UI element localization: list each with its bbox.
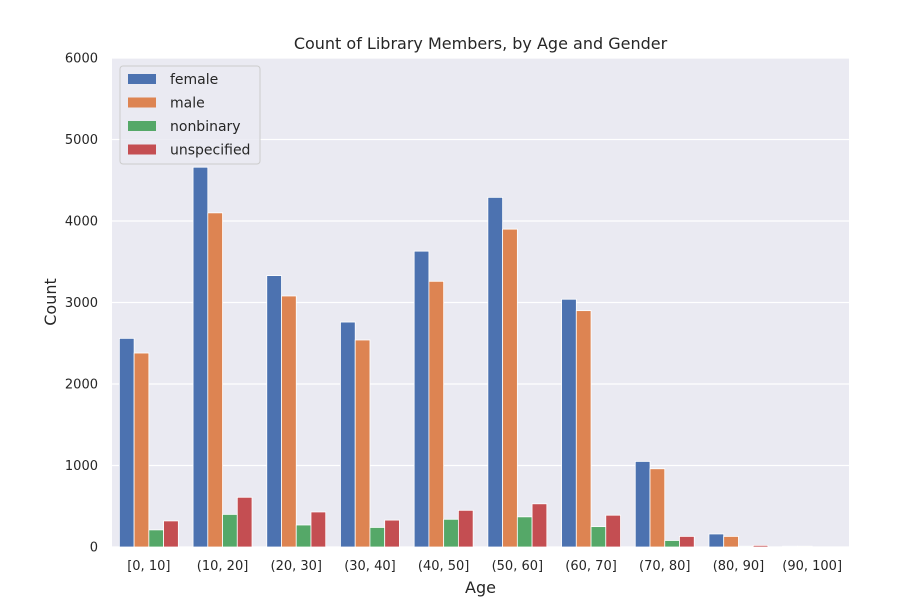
bar-unspecified-7 bbox=[679, 536, 695, 548]
x-tick-label: [0, 10] bbox=[127, 559, 170, 574]
bars bbox=[118, 166, 813, 548]
x-tick-label: (50, 60] bbox=[492, 559, 544, 574]
y-tick-label: 0 bbox=[90, 541, 98, 556]
bar-male-2 bbox=[281, 295, 297, 548]
legend-label-male: male bbox=[170, 96, 205, 112]
legend-swatch-female bbox=[128, 74, 156, 84]
bar-female-8 bbox=[708, 533, 725, 548]
bar-male-3 bbox=[354, 339, 371, 548]
legend-swatch-male bbox=[128, 97, 156, 108]
legend-label-unspecified: unspecified bbox=[170, 143, 250, 159]
bar-nonbinary-8 bbox=[738, 545, 754, 548]
bar-unspecified-1 bbox=[236, 496, 253, 548]
bar-unspecified-8 bbox=[752, 544, 769, 548]
x-tick-label: (90, 100] bbox=[782, 559, 842, 574]
bar-unspecified-4 bbox=[457, 509, 474, 548]
bar-male-0 bbox=[133, 352, 150, 548]
y-axis-label: Count bbox=[41, 278, 60, 326]
bar-male-8 bbox=[723, 536, 739, 548]
bar-unspecified-0 bbox=[163, 520, 179, 548]
y-tick-label: 4000 bbox=[65, 215, 98, 230]
bar-female-6 bbox=[561, 298, 577, 548]
bar-female-1 bbox=[192, 166, 209, 548]
bar-nonbinary-2 bbox=[295, 524, 312, 548]
bar-female-7 bbox=[634, 461, 651, 548]
bar-unspecified-2 bbox=[310, 511, 327, 548]
x-tick-label: (40, 50] bbox=[418, 559, 470, 574]
bar-nonbinary-4 bbox=[443, 518, 459, 548]
legend-swatch-nonbinary bbox=[128, 121, 156, 131]
bar-nonbinary-1 bbox=[222, 514, 238, 548]
legend-frame bbox=[119, 65, 261, 165]
bar-male-6 bbox=[575, 310, 592, 548]
bar-nonbinary-5 bbox=[516, 516, 533, 548]
y-tick-label: 3000 bbox=[65, 296, 98, 311]
legend-swatch-unspecified bbox=[128, 144, 156, 155]
legend-label-nonbinary: nonbinary bbox=[170, 119, 241, 135]
bar-female-2 bbox=[266, 275, 282, 548]
x-tick-label: (30, 40] bbox=[344, 559, 396, 574]
x-tick-label: (70, 80] bbox=[639, 559, 691, 574]
bar-nonbinary-3 bbox=[369, 527, 386, 548]
bar-male-7 bbox=[649, 468, 666, 548]
bar-female-0 bbox=[118, 337, 135, 548]
bar-nonbinary-7 bbox=[664, 540, 680, 548]
x-tick-label: (10, 20] bbox=[197, 559, 249, 574]
bar-male-9 bbox=[797, 545, 813, 548]
y-tick-label: 2000 bbox=[65, 378, 98, 393]
bar-female-3 bbox=[340, 321, 356, 548]
legend-label-female: female bbox=[170, 72, 218, 88]
y-tick-label: 1000 bbox=[65, 459, 98, 474]
x-tick-labels: [0, 10] (10, 20] (20, 30] (30, 40] (40, 50] (… bbox=[127, 559, 842, 574]
x-tick-label: (80, 90] bbox=[713, 559, 765, 574]
x-tick-label: (60, 70] bbox=[565, 559, 617, 574]
y-tick-label: 5000 bbox=[65, 133, 98, 148]
bar-unspecified-5 bbox=[531, 503, 548, 548]
bar-male-4 bbox=[428, 280, 445, 548]
x-tick-label: (20, 30] bbox=[271, 559, 323, 574]
bar-unspecified-6 bbox=[605, 514, 621, 548]
bar-male-5 bbox=[502, 228, 518, 548]
y-tick-labels: 0 1000 2000 3000 4000 5000 6000 bbox=[65, 52, 98, 556]
bar-male-1 bbox=[207, 212, 223, 548]
bar-nonbinary-0 bbox=[148, 529, 164, 548]
bar-nonbinary-6 bbox=[590, 526, 607, 548]
y-tick-label: 6000 bbox=[65, 52, 98, 67]
chart-title: Count of Library Members, by Age and Gen… bbox=[294, 34, 668, 53]
bar-unspecified-3 bbox=[384, 519, 400, 548]
legend: female male nonbinary unspecified bbox=[119, 65, 261, 165]
bar-female-9 bbox=[782, 545, 798, 548]
bar-female-4 bbox=[413, 250, 430, 548]
bar-female-5 bbox=[487, 196, 504, 548]
x-axis-label: Age bbox=[465, 578, 496, 597]
